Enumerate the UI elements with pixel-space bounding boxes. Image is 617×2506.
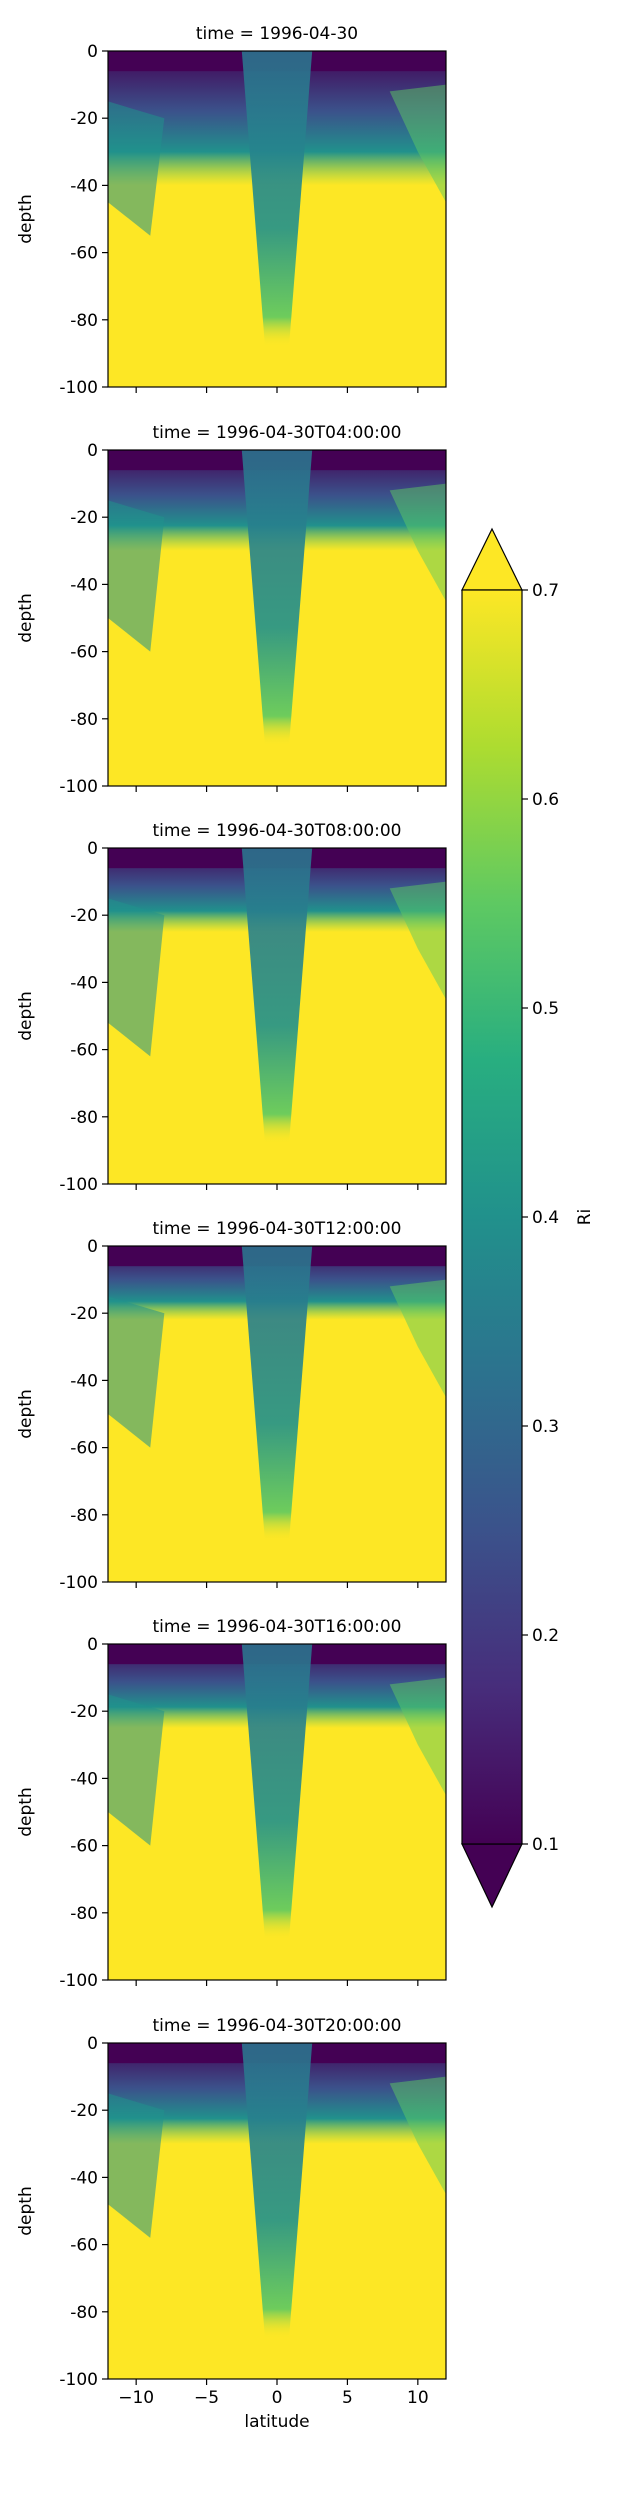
west-patch (108, 1296, 165, 1448)
heatmap-field (108, 848, 446, 1184)
y-tick-label: 0 (87, 441, 98, 461)
colorbar-extend-max (461, 527, 523, 591)
y-tick-label: -100 (59, 777, 98, 797)
heatmap-field (108, 1246, 446, 1582)
equatorial-plume (241, 450, 313, 746)
y-axis-label: depth (16, 194, 36, 243)
y-tick-label: -20 (70, 906, 98, 926)
x-tick-label: 0 (272, 2388, 283, 2408)
y-tick-label: -40 (70, 2168, 98, 2188)
equatorial-plume (241, 1644, 313, 1940)
x-tick-label: 5 (342, 2388, 353, 2408)
equatorial-plume (241, 1246, 313, 1542)
panel-4: time = 1996-04-30T12:00:00 0 -20 -40 -60 -80 -… (16, 1219, 447, 1593)
panel-title: time = 1996-04-30T20:00:00 (153, 2016, 402, 2036)
y-axis-label: depth (16, 1389, 36, 1438)
y-tick-label: -40 (70, 973, 98, 993)
panel-title: time = 1996-04-30T04:00:00 (153, 423, 402, 443)
west-patch (108, 101, 165, 236)
colorbar-tick-label: 0.2 (532, 1626, 559, 1646)
east-patch (389, 483, 446, 602)
heatmap-field (108, 450, 446, 786)
y-tick-label: -60 (70, 244, 98, 264)
x-tick-label: −5 (194, 2388, 219, 2408)
y-tick-label: -100 (59, 2370, 98, 2390)
west-patch (108, 2093, 165, 2238)
y-tick-label: -80 (70, 710, 98, 730)
colorbar-tick-label: 0.7 (532, 581, 559, 601)
y-tick-label: 0 (87, 1635, 98, 1655)
panel-title: time = 1996-04-30T16:00:00 (153, 1617, 402, 1637)
panel-3: time = 1996-04-30T08:00:00 0 -20 -40 -60 -80 -… (16, 821, 447, 1195)
y-tick-label: -80 (70, 1904, 98, 1924)
y-tick-label: -20 (70, 109, 98, 129)
y-tick-label: -60 (70, 2236, 98, 2256)
equatorial-plume (241, 848, 313, 1144)
y-tick-label: -100 (59, 1971, 98, 1991)
y-tick-label: -40 (70, 1769, 98, 1789)
y-tick-label: -60 (70, 1041, 98, 1061)
east-patch (389, 1279, 446, 1398)
y-axis-label: depth (16, 2186, 36, 2235)
panel-title: time = 1996-04-30T08:00:00 (153, 821, 402, 841)
y-tick-label: -60 (70, 643, 98, 663)
heatmap-field (108, 1644, 446, 1980)
panel-title: time = 1996-04-30 (196, 24, 358, 44)
y-tick-label: -80 (70, 2303, 98, 2323)
y-tick-label: -100 (59, 1573, 98, 1593)
y-tick-label: 0 (87, 2034, 98, 2054)
colorbar-extend-min (461, 1843, 523, 1909)
east-patch (389, 1677, 446, 1796)
colorbar-tick-label: 0.3 (532, 1417, 559, 1437)
west-patch (108, 1694, 165, 1846)
west-patch (108, 898, 165, 1057)
colorbar-tick-label: 0.6 (532, 790, 559, 810)
y-tick-label: -40 (70, 176, 98, 196)
east-patch (389, 2076, 446, 2195)
y-tick-label: -40 (70, 575, 98, 595)
y-tick-label: 0 (87, 42, 98, 62)
x-tick-label: 10 (407, 2388, 429, 2408)
y-axis-label: depth (16, 1787, 36, 1836)
y-tick-label: -80 (70, 1506, 98, 1526)
y-tick-label: 0 (87, 839, 98, 859)
west-patch (108, 500, 165, 652)
y-tick-label: -100 (59, 1175, 98, 1195)
y-tick-label: -60 (70, 1439, 98, 1459)
x-axis-label: latitude (244, 2412, 309, 2432)
panel-5: time = 1996-04-30T16:00:00 0 -20 -40 -60 -80 -… (16, 1617, 447, 1991)
y-tick-label: -100 (59, 378, 98, 398)
colorbar-tick-label: 0.5 (532, 999, 559, 1019)
x-tick-label: −10 (118, 2388, 154, 2408)
heatmap-field (108, 2043, 446, 2379)
colorbar-tick-label: 0.4 (532, 1208, 559, 1228)
colorbar-tick-label: 0.1 (532, 1835, 559, 1855)
colorbar-label: Ri (575, 1209, 595, 1226)
y-tick-label: -60 (70, 1837, 98, 1857)
y-tick-label: -80 (70, 311, 98, 331)
y-tick-label: -20 (70, 1304, 98, 1324)
y-tick-label: 0 (87, 1237, 98, 1257)
equatorial-plume (241, 2043, 313, 2339)
panel-6: time = 1996-04-30T20:00:00 0 -20 -40 -60 -80 -… (16, 2016, 447, 2432)
y-tick-label: -20 (70, 2101, 98, 2121)
y-tick-label: -20 (70, 508, 98, 528)
panel-1: time = 1996-04-30 0 -20 -40 -60 -80 -100 depth (16, 24, 447, 398)
heatmap-field (108, 51, 446, 387)
y-tick-label: -20 (70, 1702, 98, 1722)
panel-2: time = 1996-04-30T04:00:00 0 -20 -40 -60 -80 -… (16, 423, 447, 797)
panel-title: time = 1996-04-30T12:00:00 (153, 1219, 402, 1239)
east-patch (389, 84, 446, 203)
y-tick-label: -40 (70, 1371, 98, 1391)
colorbar-gradient (461, 589, 523, 1845)
equatorial-plume (241, 51, 313, 347)
y-tick-label: -80 (70, 1108, 98, 1128)
y-axis-label: depth (16, 991, 36, 1040)
east-patch (389, 881, 446, 1000)
y-axis-label: depth (16, 593, 36, 642)
